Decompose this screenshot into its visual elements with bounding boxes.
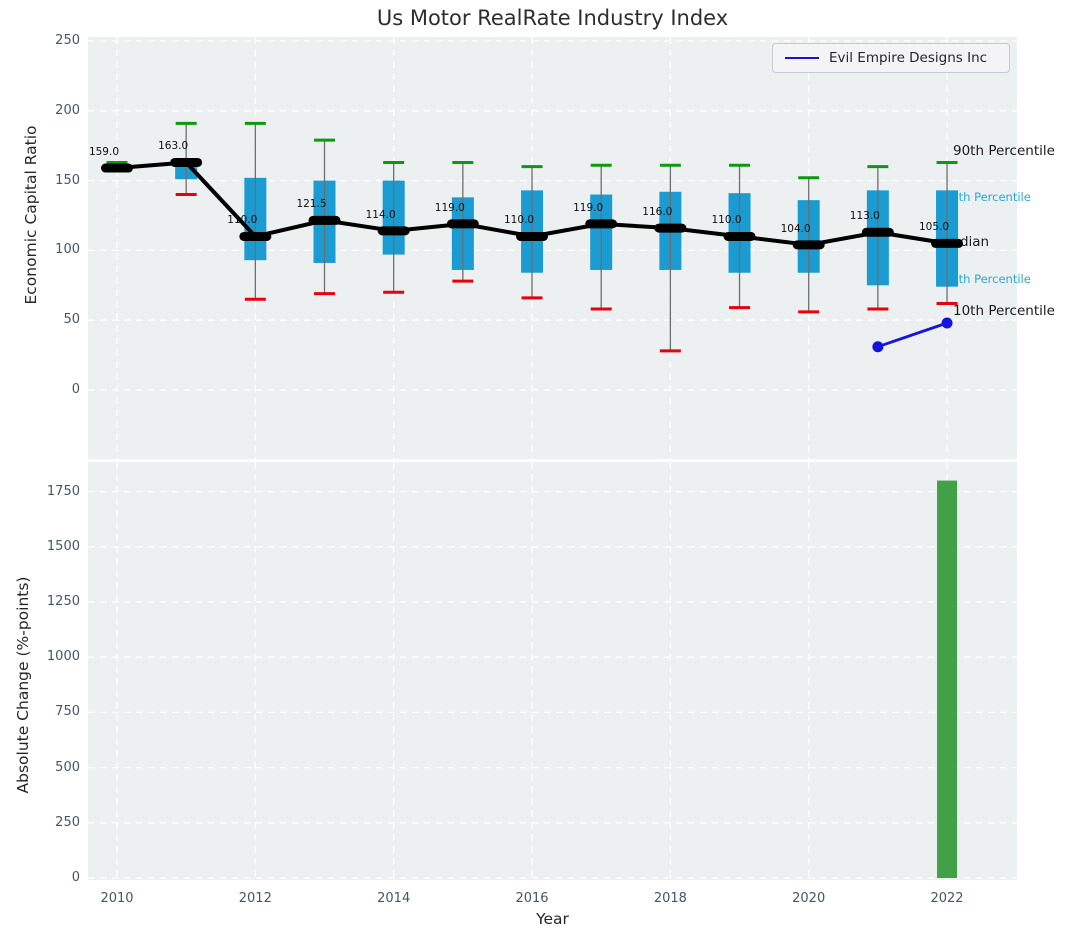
legend-line-swatch [785,57,819,59]
median-value-label: 163.0 [158,140,189,153]
x-tick-label: 2012 [238,891,272,906]
median-value-label: 159.0 [88,146,119,159]
median-value-label: 116.0 [642,206,673,219]
median-value-label: 105.0 [918,221,950,234]
x-tick-label: 2014 [377,891,411,906]
top-y-tick-label: 0 [71,382,80,397]
median-value-label: 113.0 [849,210,880,223]
bottom-y-tick-label: 250 [55,814,80,830]
bottom-y-tick-label: 1500 [46,538,80,554]
top-y-tick-label: 100 [55,242,80,258]
x-tick-label: 2018 [653,891,687,906]
bottom-plot-area [88,462,1017,880]
bottom-y-tick-label: 0 [71,870,80,885]
x-axis-label: Year [536,910,569,928]
x-tick-label: 2022 [930,891,964,906]
median-value-label: 121.5 [296,198,327,211]
legend: Evil Empire Designs Inc [772,43,1010,73]
top-y-tick-label: 150 [55,172,80,188]
median-value-label: 110.0 [503,214,535,227]
bottom-y-tick-label: 750 [55,704,80,720]
x-tick-label: 2020 [792,891,826,906]
median-value-label: 114.0 [365,208,396,221]
annotation-median: Median [940,234,990,250]
top-plot-area [88,37,1017,459]
median-value-label: 110.0 [227,214,258,227]
median-value-label: 110.0 [711,214,742,227]
x-tick-label: 2010 [100,891,134,906]
bottom-y-tick-label: 1250 [46,594,80,609]
annotation-75th-percentile: 75th Percentile [944,190,1031,204]
top-y-tick-label: 250 [55,33,80,48]
annotation-90th-percentile: 90th Percentile [953,143,1055,159]
x-tick-label: 2016 [515,891,549,906]
median-value-label: 104.0 [780,222,811,235]
median-value-label: 119.0 [573,201,604,214]
top-y-tick-label: 200 [55,102,80,118]
bottom-y-tick-label: 1750 [46,483,80,499]
median-value-label: 119.0 [434,201,465,214]
chart-title: Us Motor RealRate Industry Index [376,6,729,30]
legend-label: Evil Empire Designs Inc [829,50,988,66]
top-y-tick-label: 50 [63,312,80,328]
bottom-y-tick-label: 500 [55,759,80,775]
bottom-y-tick-label: 1000 [46,649,80,665]
top-y-axis-label: Economic Capital Ratio [22,125,40,305]
annotation-10th-percentile: 10th Percentile [953,303,1055,319]
annotation-25th-percentile: 25th Percentile [944,272,1031,286]
